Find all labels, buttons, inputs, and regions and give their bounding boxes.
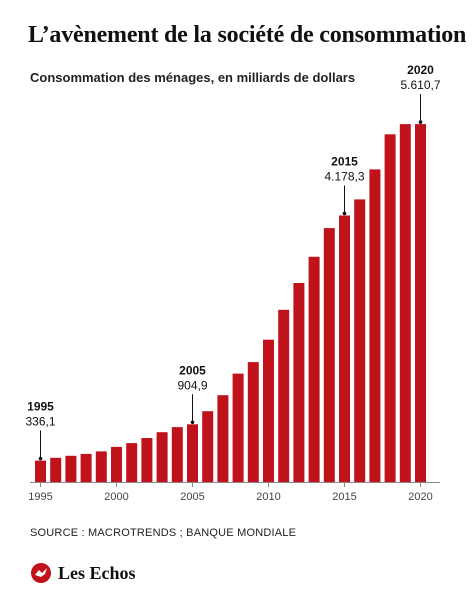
annotation-year-2005: 2005 bbox=[179, 363, 206, 377]
bar-2003 bbox=[156, 432, 168, 482]
bar-2002 bbox=[141, 438, 153, 482]
annotation-dot-2020 bbox=[418, 120, 423, 124]
annotation-value-1995: 336,1 bbox=[25, 415, 55, 429]
bar-2004 bbox=[171, 427, 183, 482]
bar-2012 bbox=[293, 283, 305, 482]
bar-2015 bbox=[339, 215, 350, 482]
x-tick-label-2000: 2000 bbox=[104, 491, 128, 503]
x-tick-label-1995: 1995 bbox=[28, 491, 52, 503]
bar-2016 bbox=[354, 199, 366, 482]
bar-1999 bbox=[95, 451, 107, 482]
bar-2013 bbox=[308, 256, 320, 482]
bar-2009 bbox=[247, 362, 259, 482]
chart-title: L’avènement de la société de consommatio… bbox=[28, 22, 467, 48]
chart-subtitle: Consommation des ménages, en milliards d… bbox=[30, 70, 356, 85]
x-tick-label-2005: 2005 bbox=[180, 491, 204, 503]
bar-2008 bbox=[232, 373, 244, 482]
source-note: SOURCE : MACROTRENDS ; BANQUE MONDIALE bbox=[30, 527, 297, 539]
bar-2018 bbox=[384, 134, 396, 483]
annotation-dot-2015 bbox=[342, 211, 347, 216]
bar-2005 bbox=[187, 424, 198, 482]
annotation-value-2005: 904,9 bbox=[177, 378, 207, 392]
brand-name: Les Echos bbox=[58, 562, 136, 583]
x-tick-label-2010: 2010 bbox=[256, 491, 280, 503]
bar-2019 bbox=[399, 124, 411, 482]
bar-2014 bbox=[323, 228, 335, 482]
bar-1997 bbox=[65, 455, 77, 482]
x-ticks-group: 1995 2000 2005 2010 2015 2020 bbox=[28, 482, 433, 503]
bar-2020 bbox=[415, 124, 426, 482]
x-tick-label-2020: 2020 bbox=[408, 491, 432, 503]
annotation-value-2020: 5.610,7 bbox=[400, 78, 440, 92]
annotation-year-2020: 2020 bbox=[407, 63, 434, 77]
bars-group bbox=[35, 124, 426, 483]
x-tick-label-2015: 2015 bbox=[332, 491, 356, 503]
bar-2000 bbox=[111, 446, 122, 482]
bar-2010 bbox=[263, 339, 274, 482]
annotation-year-1995: 1995 bbox=[27, 400, 54, 414]
brand-logo[interactable]: Les Echos bbox=[30, 560, 136, 586]
bar-1996 bbox=[50, 457, 62, 482]
bar-1998 bbox=[80, 453, 92, 482]
bar-2006 bbox=[202, 411, 214, 482]
bar-1995 bbox=[35, 460, 46, 482]
bar-2001 bbox=[126, 443, 138, 482]
bar-2017 bbox=[369, 169, 381, 482]
bar-2007 bbox=[217, 395, 229, 482]
annotation-dot-1995 bbox=[38, 456, 43, 461]
annotation-year-2015: 2015 bbox=[331, 154, 358, 168]
bar-2011 bbox=[278, 309, 290, 482]
annotation-value-2015: 4.178,3 bbox=[324, 169, 364, 183]
bar-chart: 1995 2000 2005 2010 2015 2020 1995336,1200590… bbox=[25, 63, 441, 503]
les-echos-emblem-icon bbox=[31, 563, 51, 583]
annotation-dot-2005 bbox=[190, 420, 195, 425]
